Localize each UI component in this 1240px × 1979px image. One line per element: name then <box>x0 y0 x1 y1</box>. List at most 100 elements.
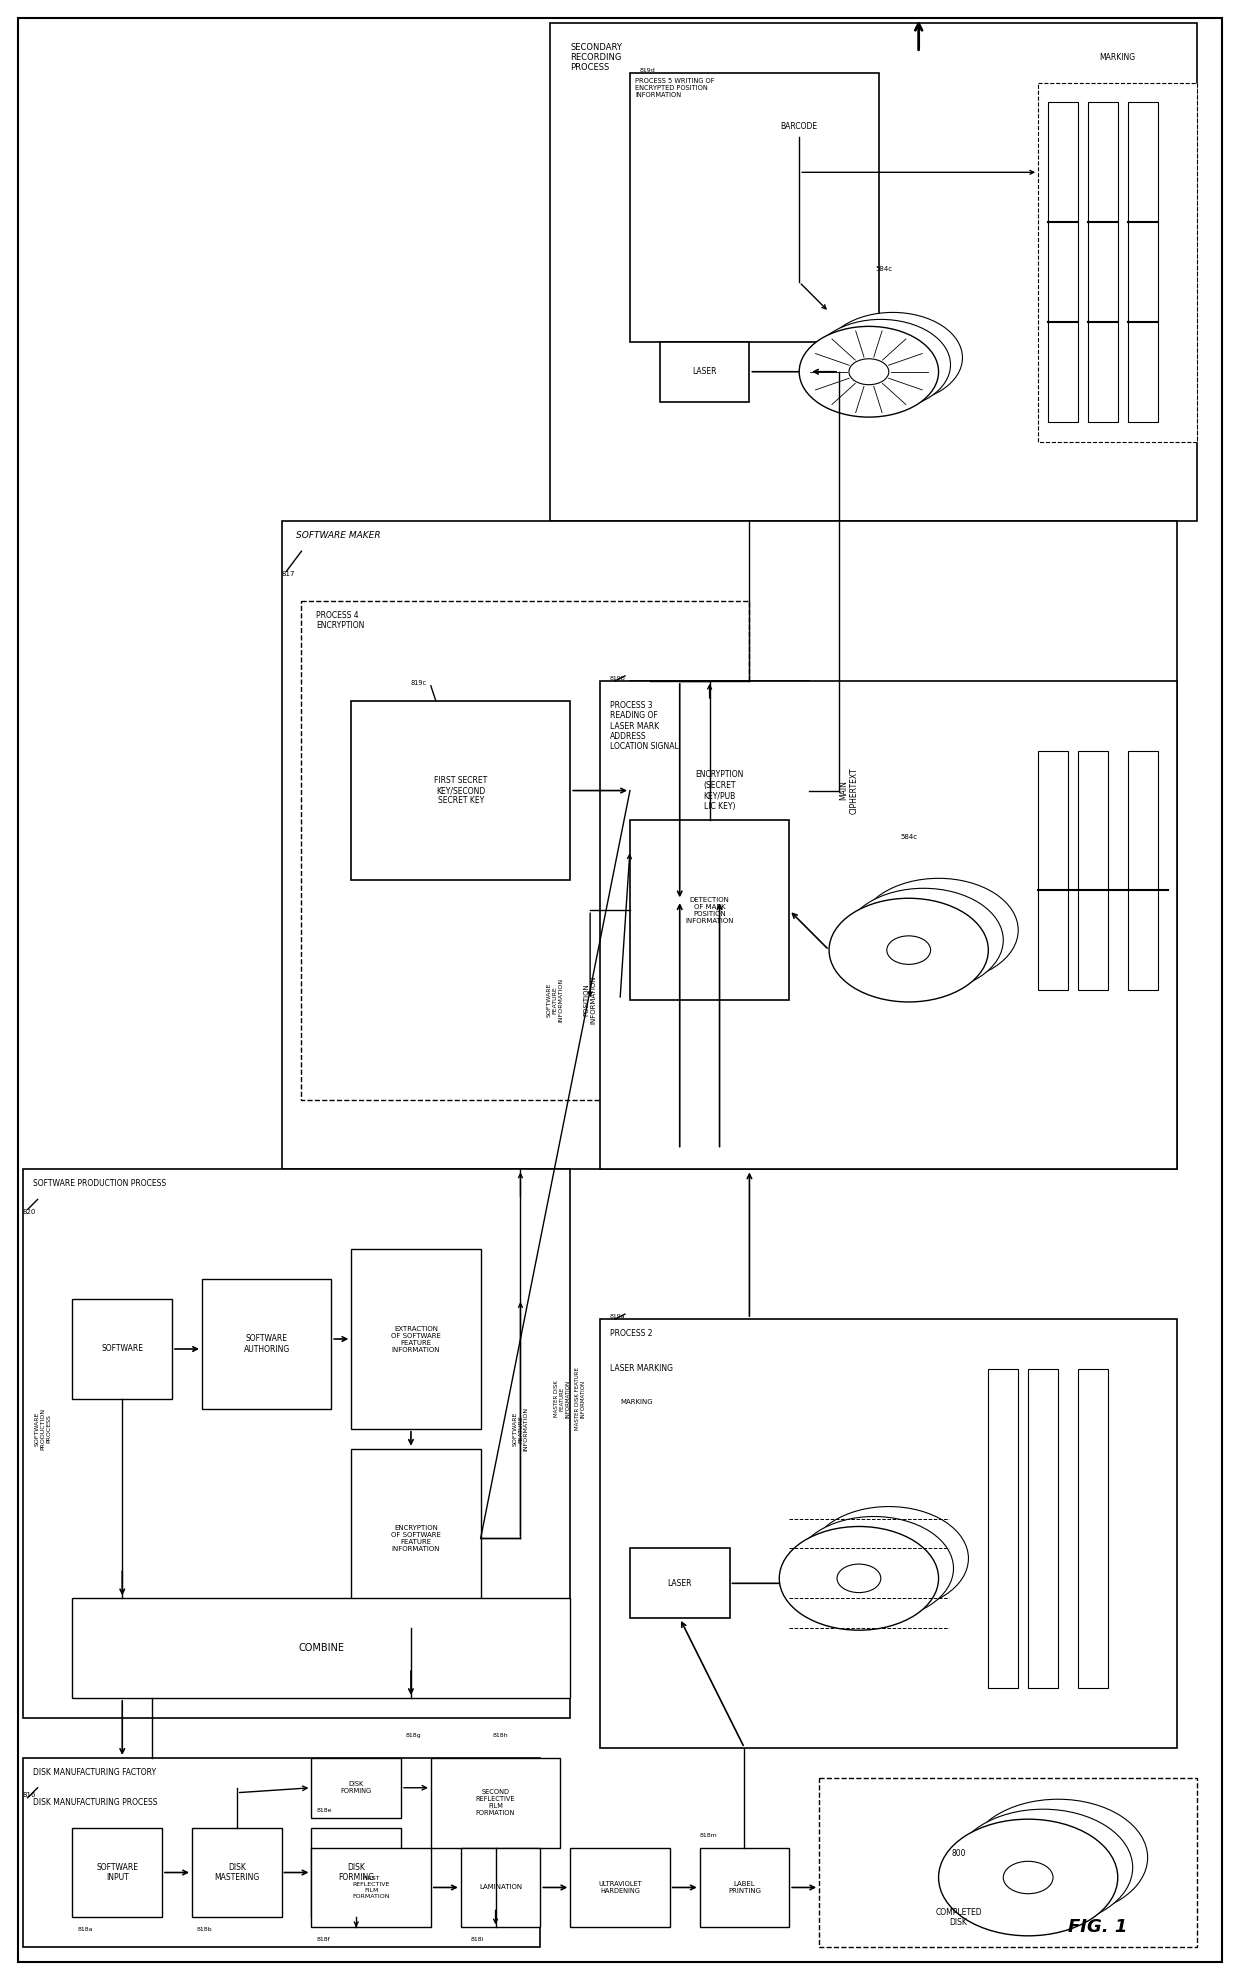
Text: BARCODE: BARCODE <box>781 123 817 131</box>
Bar <box>630 681 810 900</box>
Bar <box>351 1449 481 1629</box>
Text: COMBINE: COMBINE <box>299 1643 345 1652</box>
Text: DISK MANUFACTURING FACTORY: DISK MANUFACTURING FACTORY <box>32 1767 156 1777</box>
Text: 817: 817 <box>281 572 295 578</box>
Bar <box>461 1848 541 1928</box>
Text: SOFTWARE MAKER: SOFTWARE MAKER <box>296 530 381 540</box>
Ellipse shape <box>887 936 930 964</box>
Bar <box>1127 103 1158 422</box>
Ellipse shape <box>916 916 961 944</box>
Bar <box>600 1320 1178 1747</box>
Text: 818a: 818a <box>77 1928 93 1932</box>
Text: PROCESS 3
READING OF
LASER MARK
ADDRESS
LOCATION SIGNAL: PROCESS 3 READING OF LASER MARK ADDRESS … <box>610 701 678 752</box>
Text: LABEL
PRINTING: LABEL PRINTING <box>728 1880 761 1894</box>
Text: COMPLETED
DISK: COMPLETED DISK <box>935 1908 982 1928</box>
Text: SOFTWARE
FEATURE
INFORMATION: SOFTWARE FEATURE INFORMATION <box>512 1407 528 1451</box>
Ellipse shape <box>1003 1862 1053 1894</box>
Bar <box>551 22 1198 520</box>
Bar <box>570 1848 670 1928</box>
Text: PROCESS 2: PROCESS 2 <box>610 1330 652 1338</box>
Text: ENCRYPTION
(SECRET
KEY/PUB
LIC KEY): ENCRYPTION (SECRET KEY/PUB LIC KEY) <box>696 770 744 811</box>
Text: 819c: 819c <box>410 681 427 687</box>
Bar <box>630 821 789 999</box>
Text: 584c: 584c <box>875 265 893 271</box>
Text: MARKING: MARKING <box>1100 53 1136 61</box>
Bar <box>1048 103 1078 422</box>
Text: PROCESS 5 WRITING OF
ENCRYPTED POSITION
INFORMATION: PROCESS 5 WRITING OF ENCRYPTED POSITION … <box>635 77 714 97</box>
Ellipse shape <box>837 1563 880 1593</box>
Ellipse shape <box>830 898 988 1001</box>
Bar <box>311 1829 401 1918</box>
Bar <box>281 520 1178 1170</box>
Ellipse shape <box>1018 1850 1068 1884</box>
Bar <box>311 1848 430 1928</box>
Text: LASER MARKING: LASER MARKING <box>610 1364 673 1373</box>
Text: 816: 816 <box>22 1791 36 1797</box>
Ellipse shape <box>968 1799 1148 1916</box>
Text: 818m: 818m <box>699 1833 718 1838</box>
Text: SOFTWARE
AUTHORING: SOFTWARE AUTHORING <box>243 1334 290 1354</box>
Text: MASTER DISK
FEATURE
INFORMATION: MASTER DISK FEATURE INFORMATION <box>553 1379 570 1417</box>
Ellipse shape <box>811 319 951 410</box>
Ellipse shape <box>852 1554 895 1583</box>
Ellipse shape <box>779 1526 939 1631</box>
Ellipse shape <box>823 313 962 404</box>
Text: LAMINATION: LAMINATION <box>479 1884 522 1890</box>
Text: FIG. 1: FIG. 1 <box>1068 1918 1127 1935</box>
Text: SECONDARY
RECORDING
PROCESS: SECONDARY RECORDING PROCESS <box>570 44 622 73</box>
Bar <box>820 1777 1198 1947</box>
Bar <box>1078 750 1107 990</box>
Bar <box>202 1278 331 1409</box>
Ellipse shape <box>939 1819 1117 1935</box>
Ellipse shape <box>901 926 946 954</box>
Bar <box>600 681 1178 1170</box>
Bar <box>988 1369 1018 1688</box>
Bar <box>301 602 749 1100</box>
Bar <box>192 1829 281 1918</box>
Text: LASER: LASER <box>692 368 717 376</box>
Text: SOFTWARE PRODUCTION PROCESS: SOFTWARE PRODUCTION PROCESS <box>32 1179 166 1189</box>
Text: PROCESS 4
ENCRYPTION: PROCESS 4 ENCRYPTION <box>316 612 365 631</box>
Bar <box>1078 1369 1107 1688</box>
Text: ENCRYPTION
OF SOFTWARE
FEATURE
INFORMATION: ENCRYPTION OF SOFTWARE FEATURE INFORMATI… <box>391 1526 441 1552</box>
Bar <box>1038 83 1198 441</box>
Text: ULTRAVIOLET
HARDENING: ULTRAVIOLET HARDENING <box>598 1880 642 1894</box>
Ellipse shape <box>1033 1840 1083 1874</box>
Ellipse shape <box>844 889 1003 991</box>
Text: 818h: 818h <box>492 1734 508 1738</box>
Text: 800: 800 <box>951 1848 966 1858</box>
Ellipse shape <box>859 879 1018 982</box>
Text: 818b: 818b <box>197 1928 212 1932</box>
Text: DETECTION
OF MARK
POSITION
INFORMATION: DETECTION OF MARK POSITION INFORMATION <box>686 896 734 924</box>
Bar <box>1038 750 1068 990</box>
Bar <box>1127 750 1158 990</box>
Bar <box>630 73 879 342</box>
Text: DISK
FORMING: DISK FORMING <box>341 1781 372 1795</box>
Bar <box>1028 1369 1058 1688</box>
Text: SOFTWARE
FEATURE
INFORMATION: SOFTWARE FEATURE INFORMATION <box>547 978 564 1021</box>
Text: 584c: 584c <box>900 835 918 841</box>
Text: SOFTWARE
INPUT: SOFTWARE INPUT <box>97 1862 139 1882</box>
Text: SECOND
REFLECTIVE
FILM
FORMATION: SECOND REFLECTIVE FILM FORMATION <box>476 1789 516 1817</box>
Text: 818i: 818i <box>471 1937 484 1941</box>
Text: 818e: 818e <box>316 1807 332 1813</box>
Text: 818f: 818f <box>316 1937 330 1941</box>
Bar <box>351 1249 481 1429</box>
Bar <box>630 1548 729 1619</box>
Text: SOFTWARE: SOFTWARE <box>102 1344 144 1354</box>
Text: 819b: 819b <box>610 677 626 681</box>
Text: 820: 820 <box>22 1209 36 1215</box>
Bar <box>72 1829 162 1918</box>
Bar <box>72 1298 172 1399</box>
Bar <box>351 701 570 881</box>
Ellipse shape <box>873 344 913 370</box>
Ellipse shape <box>867 1544 910 1573</box>
Text: DISK
MASTERING: DISK MASTERING <box>215 1862 259 1882</box>
Ellipse shape <box>954 1809 1132 1926</box>
Text: POSITION
INFORMATION: POSITION INFORMATION <box>584 976 596 1025</box>
Ellipse shape <box>849 358 889 384</box>
Text: 819d: 819d <box>640 67 656 73</box>
Bar <box>311 1757 401 1817</box>
Text: 818g: 818g <box>405 1734 422 1738</box>
Bar <box>430 1757 560 1848</box>
